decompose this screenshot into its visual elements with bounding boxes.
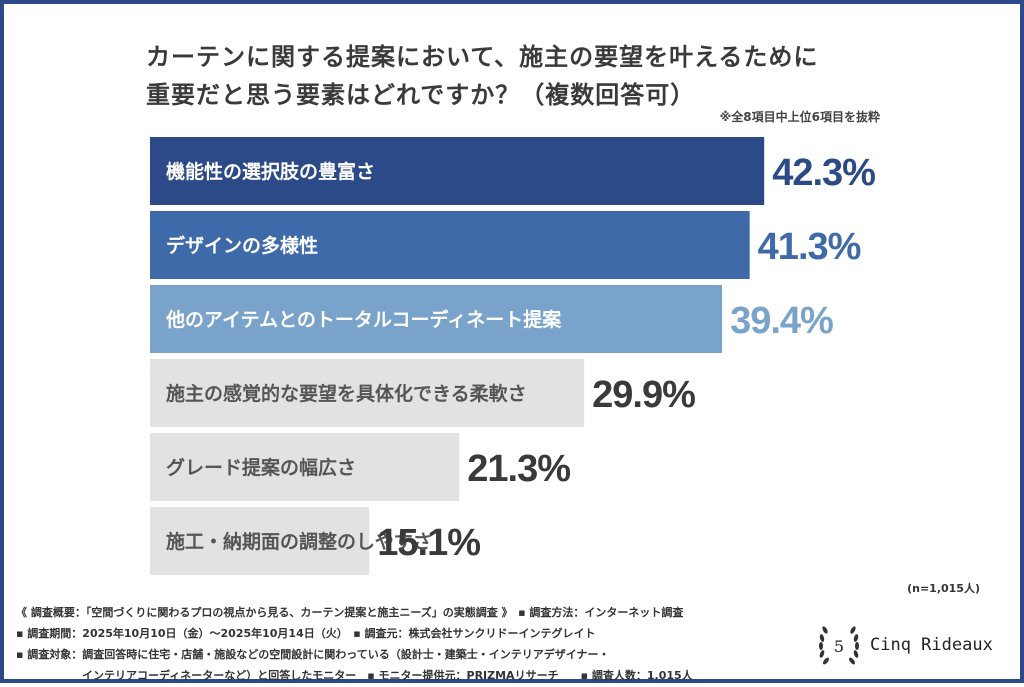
brand-logo: 5 Cinq Rideaux	[816, 618, 993, 672]
bar-value-label: 39.4%	[730, 300, 833, 342]
bar-category-label: グレード提案の幅広さ	[166, 456, 356, 479]
title-line-1: カーテンに関する提案において、施主の要望を叶えるために	[146, 43, 819, 71]
survey-footer: 《 調査概要：「空間づくりに関わるプロの視点から見る、カーテン提案と施主ニーズ」…	[16, 602, 693, 686]
bar	[150, 211, 750, 279]
footer-line: ▪ 調査期間：2025年10月10日（金）〜2025年10月14日（火） ▪ 調…	[16, 627, 596, 640]
footer-line: 《 調査概要：「空間づくりに関わるプロの視点から見る、カーテン提案と施主ニーズ」…	[16, 606, 684, 619]
sample-size: (n=1,015人)	[907, 582, 980, 595]
bar	[150, 137, 765, 205]
title-line-2: 重要だと思う要素はどれですか？（複数回答可）	[146, 81, 696, 109]
bar-category-label: デザインの多様性	[166, 234, 318, 257]
bar-value-label: 15.1%	[377, 522, 480, 564]
bar-category-label: 機能性の選択肢の豊富さ	[166, 160, 375, 183]
laurel-wreath-icon: 5	[819, 626, 859, 665]
footer-line: ▪ 調査対象：調査回答時に住宅・店舗・施設などの空間設計に関わっている（設計士・…	[16, 648, 610, 661]
bar	[150, 507, 370, 575]
bar	[150, 359, 585, 427]
bar	[150, 285, 723, 353]
chart-note: ※全8項目中上位6項目を抜粋	[719, 110, 880, 124]
bar-category-label: 他のアイテムとのトータルコーディネート提案	[165, 308, 562, 331]
bar-value-label: 41.3%	[758, 226, 861, 268]
chart-title: カーテンに関する提案において、施主の要望を叶えるために 重要だと思う要素はどれで…	[146, 38, 818, 114]
bar-category-label: 施工・納期面の調整のしやすさ	[166, 530, 432, 553]
footer-line: インテリアコーディネーターなど）と回答したモニター ▪ モニター提供元：PRIZ…	[16, 669, 693, 682]
logo-numeral: 5	[834, 637, 844, 656]
bar-value-label: 29.9%	[592, 374, 695, 416]
bar-chart: 機能性の選択肢の豊富さ 42.3% デザインの多様性 41.3% 他のアイテムとのトータ…	[150, 137, 876, 575]
bar-value-label: 42.3%	[772, 152, 875, 194]
bar	[150, 433, 460, 501]
logo-text: Cinq Rideaux	[870, 635, 993, 655]
bar-category-label: 施主の感覚的な要望を具体化できる柔軟さ	[166, 382, 527, 405]
bar-value-label: 21.3%	[467, 448, 570, 490]
